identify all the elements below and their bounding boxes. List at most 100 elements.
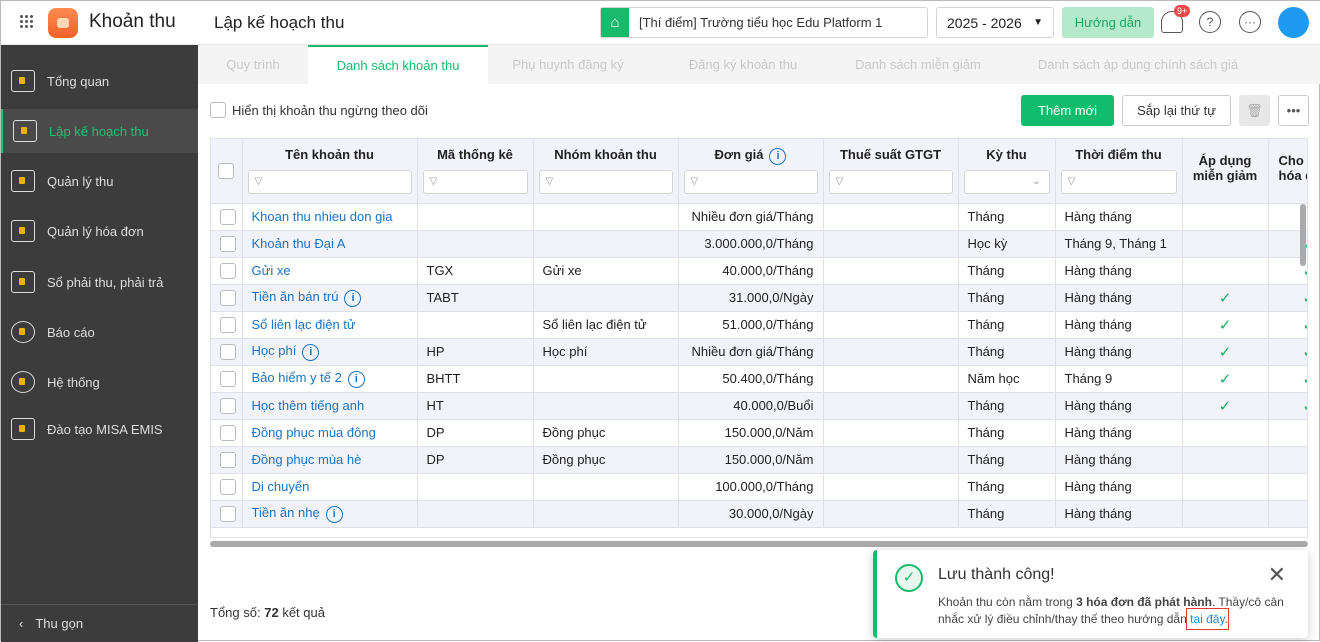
add-button[interactable]: Thêm mới	[1021, 95, 1114, 126]
more-options-icon[interactable]: ···	[1239, 11, 1261, 33]
sidebar-item-training[interactable]: Đào tạo MISA EMIS	[1, 407, 198, 451]
table-row[interactable]: Di chuyển 100.000,0/Tháng Tháng Hàng tháng	[211, 473, 1307, 501]
tab-fee-list[interactable]: Danh sách khoản thu	[308, 45, 488, 84]
fee-name-text[interactable]: Tiền ăn nhẹ	[251, 504, 320, 520]
row-select[interactable]	[211, 446, 243, 474]
filter-input[interactable]: ▽	[683, 170, 818, 194]
checkbox[interactable]	[220, 505, 236, 522]
school-selector[interactable]: ⌂ [Thí điểm] Trường tiểu học Edu Platform…	[600, 7, 928, 38]
fee-name-text[interactable]: Đồng phục mùa đông	[251, 425, 376, 440]
table-row[interactable]: Gửi xe TGX Gửi xe 40.000,0/Tháng Tháng Hàng t…	[211, 257, 1307, 285]
bell-icon[interactable]	[1161, 11, 1183, 33]
filter-input[interactable]: ▽	[422, 170, 528, 194]
collapse-button[interactable]: ‹ Thu gọn	[1, 604, 198, 642]
delete-icon[interactable]: 🗑	[1239, 95, 1270, 126]
checkbox[interactable]	[220, 316, 236, 333]
tab-discount-list[interactable]: Danh sách miễn giảm	[855, 57, 981, 72]
tab-process[interactable]: Quy trình	[226, 57, 280, 72]
fee-name[interactable]: Khoản thu Đại A	[242, 230, 418, 258]
fee-name[interactable]: Di chuyển	[242, 473, 418, 501]
fee-name[interactable]: Đồng phục mùa đông	[242, 419, 418, 447]
checkbox[interactable]	[220, 451, 236, 468]
table-row[interactable]: Khoản thu Đại A 3.000.000,0/Tháng Học kỳ Th…	[211, 230, 1307, 258]
table-row[interactable]: Học phí i HP Học phí Nhiều đơn giá/Tháng Thán…	[211, 338, 1307, 366]
show-stopped-checkbox[interactable]: Hiển thị khoản thu ngừng theo dõi	[210, 102, 428, 118]
table-row[interactable]: Sổ liên lạc điện tử Sổ liên lạc điện tử 51…	[211, 311, 1307, 339]
fee-name-text[interactable]: Khoản thu Đại A	[251, 236, 346, 251]
help-icon[interactable]: ?	[1199, 11, 1221, 33]
fee-name-text[interactable]: Tiền ăn bán trú	[251, 288, 339, 304]
info-icon[interactable]: i	[769, 148, 787, 165]
tab-price-policy[interactable]: Danh sách áp dụng chính sách giá	[1037, 57, 1239, 72]
table-row[interactable]: Đồng phục mùa đông DP Đồng phục 150.000,0/N…	[211, 419, 1307, 447]
fee-name-text[interactable]: Sổ liên lạc điện tử	[251, 317, 356, 332]
filter-input[interactable]: ▽	[1060, 170, 1177, 194]
checkbox[interactable]	[210, 102, 226, 118]
tab-fee-register[interactable]: Đăng ký khoản thu	[688, 57, 798, 72]
sidebar-item-collect[interactable]: Quản lý thu	[1, 159, 198, 203]
table-row[interactable]: Bảo hiểm y tế 2 i BHTT 50.400,0/Tháng Năm họ…	[211, 365, 1307, 393]
info-icon[interactable]: i	[325, 505, 343, 523]
horizontal-scrollbar[interactable]	[210, 541, 1308, 547]
year-select[interactable]: 2025 - 2026 ▼	[936, 7, 1054, 38]
table-row[interactable]: Tiền ăn bán trú i TABT 31.000,0/Ngày Tháng Hà…	[211, 284, 1307, 312]
row-select[interactable]	[211, 203, 243, 231]
tab-parent-register[interactable]: Phụ huynh đăng ký	[512, 57, 624, 72]
checkbox[interactable]	[220, 424, 236, 441]
fee-name-text[interactable]: Khoan thu nhieu don gia	[251, 209, 393, 224]
guide-button[interactable]: Hướng dẫn	[1062, 7, 1154, 38]
sidebar-item-invoices[interactable]: Quản lý hóa đơn	[1, 209, 198, 253]
sidebar-item-overview[interactable]: Tổng quan	[1, 59, 198, 103]
row-select[interactable]	[211, 257, 243, 285]
row-select[interactable]	[211, 500, 243, 528]
select-all[interactable]	[211, 139, 243, 204]
more-icon[interactable]: •••	[1278, 95, 1309, 126]
fee-name[interactable]: Gửi xe	[242, 257, 418, 285]
fee-name-text[interactable]: Học thêm tiếng anh	[251, 398, 365, 413]
fee-name[interactable]: Bảo hiểm y tế 2 i	[242, 365, 418, 393]
row-select[interactable]	[211, 338, 243, 366]
sidebar-item-ledger[interactable]: Sổ phải thu, phải trả	[1, 260, 198, 304]
fee-name[interactable]: Đồng phục mùa hè	[242, 446, 418, 474]
checkbox[interactable]	[220, 262, 236, 279]
checkbox[interactable]	[218, 163, 235, 179]
checkbox[interactable]	[220, 343, 236, 360]
row-select[interactable]	[211, 419, 243, 447]
filter-input[interactable]: ▽	[538, 170, 673, 194]
filter-select[interactable]: ⌄	[963, 170, 1050, 194]
toast-guide-link[interactable]: tại đây	[1186, 608, 1229, 630]
filter-input[interactable]: ▽	[828, 170, 953, 194]
sidebar-item-system[interactable]: Hệ thống	[1, 360, 198, 404]
fee-name[interactable]: Sổ liên lạc điện tử	[242, 311, 418, 339]
table-row[interactable]: Khoan thu nhieu don gia Nhiều đơn giá/Thá…	[211, 203, 1307, 231]
checkbox[interactable]	[220, 208, 236, 225]
filter-input[interactable]: ▽	[247, 170, 412, 194]
fee-name-text[interactable]: Học phí	[251, 342, 297, 358]
close-icon[interactable]: ✕	[1267, 562, 1286, 587]
info-icon[interactable]: i	[344, 289, 362, 307]
info-icon[interactable]: i	[347, 370, 365, 388]
row-select[interactable]	[211, 473, 243, 501]
checkbox[interactable]	[220, 289, 236, 306]
app-grid-icon[interactable]	[20, 15, 34, 29]
row-select[interactable]	[211, 230, 243, 258]
vertical-scrollbar[interactable]	[1300, 204, 1306, 266]
sidebar-item-reports[interactable]: Báo cáo	[1, 310, 198, 354]
fee-name-text[interactable]: Di chuyển	[251, 479, 310, 494]
row-select[interactable]	[211, 311, 243, 339]
fee-name-text[interactable]: Gửi xe	[251, 263, 291, 278]
fee-name[interactable]: Tiền ăn bán trú i	[242, 284, 418, 312]
table-row[interactable]: Đồng phục mùa hè DP Đồng phục 150.000,0/Năm…	[211, 446, 1307, 474]
table-row[interactable]: Tiền ăn nhẹ i 30.000,0/Ngày Tháng Hàng tháng	[211, 500, 1307, 528]
checkbox[interactable]	[220, 397, 236, 414]
fee-name[interactable]: Tiền ăn nhẹ i	[242, 500, 418, 528]
checkbox[interactable]	[220, 235, 236, 252]
info-icon[interactable]: i	[302, 343, 320, 361]
checkbox[interactable]	[220, 370, 236, 387]
row-select[interactable]	[211, 284, 243, 312]
sidebar-item-plan[interactable]: Lập kế hoạch thu	[1, 109, 198, 153]
fee-name-text[interactable]: Bảo hiểm y tế 2	[251, 369, 342, 385]
table-row[interactable]: Học thêm tiếng anh HT 40.000,0/Buổi Tháng Hà…	[211, 392, 1307, 420]
fee-name[interactable]: Học phí i	[242, 338, 418, 366]
row-select[interactable]	[211, 365, 243, 393]
